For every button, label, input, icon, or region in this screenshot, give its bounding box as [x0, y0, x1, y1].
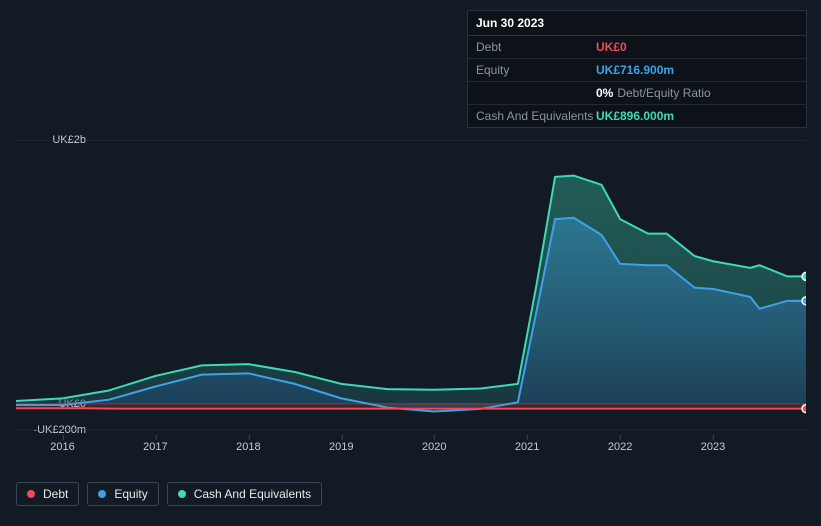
tooltip-label: [476, 86, 596, 100]
tooltip-label: Debt: [476, 40, 596, 54]
legend-dot-icon: [27, 490, 35, 498]
legend-item[interactable]: Equity: [87, 482, 158, 506]
tooltip-value: UK£896.000m: [596, 109, 674, 123]
x-axis-label: 2021: [515, 441, 539, 453]
financials-chart: UK£2bUK£0-UK£200m 2016201720182019202020…: [16, 120, 806, 450]
legend-item[interactable]: Cash And Equivalents: [167, 482, 322, 506]
x-axis-label: 2020: [422, 441, 446, 453]
x-axis-label: 2018: [236, 441, 260, 453]
tooltip-label: Equity: [476, 63, 596, 77]
tooltip-row: 0%Debt/Equity Ratio: [468, 82, 806, 105]
legend-item[interactable]: Debt: [16, 482, 79, 506]
x-axis-label: 2023: [701, 441, 725, 453]
legend-dot-icon: [178, 490, 186, 498]
x-axis: 2016 2017 2018 2019 2020 2021 2022 2023: [16, 435, 806, 465]
x-axis-label: 2022: [608, 441, 632, 453]
plot-area: [16, 140, 806, 430]
legend-label: Cash And Equivalents: [194, 487, 311, 501]
tooltip-row: EquityUK£716.900m: [468, 59, 806, 82]
tooltip-date: Jun 30 2023: [468, 11, 806, 36]
tooltip-value: 0%Debt/Equity Ratio: [596, 86, 711, 100]
tooltip-row: DebtUK£0: [468, 36, 806, 59]
chart-svg: [16, 140, 806, 430]
tooltip-label: Cash And Equivalents: [476, 109, 596, 123]
tooltip-value: UK£716.900m: [596, 63, 674, 77]
x-axis-label: 2017: [143, 441, 167, 453]
chart-tooltip: Jun 30 2023 DebtUK£0EquityUK£716.900m0%D…: [467, 10, 807, 128]
tooltip-value: UK£0: [596, 40, 627, 54]
legend: Debt Equity Cash And Equivalents: [16, 482, 322, 506]
x-axis-label: 2016: [50, 441, 74, 453]
tooltip-suffix: Debt/Equity Ratio: [617, 86, 710, 100]
tooltip-row: Cash And EquivalentsUK£896.000m: [468, 105, 806, 127]
legend-label: Debt: [43, 487, 68, 501]
legend-label: Equity: [114, 487, 147, 501]
legend-dot-icon: [98, 490, 106, 498]
x-axis-label: 2019: [329, 441, 353, 453]
